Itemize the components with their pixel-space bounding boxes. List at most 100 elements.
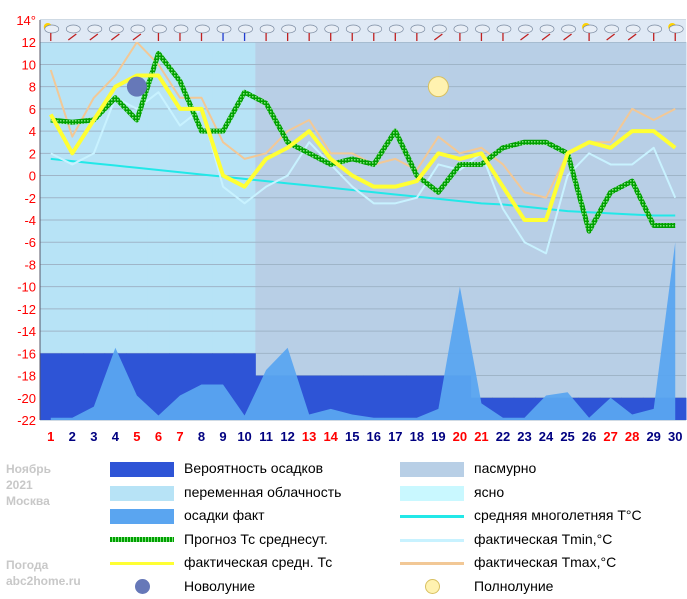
- x-tick-label: 14: [323, 429, 338, 444]
- precip-probability-day-6: [147, 353, 170, 420]
- x-tick-label: 6: [155, 429, 162, 444]
- cloud-icon: [65, 24, 81, 34]
- cloud-icon: [518, 24, 533, 34]
- cloud-icon: [152, 24, 167, 34]
- x-tick-label: 19: [431, 429, 445, 444]
- x-tick-label: 26: [582, 429, 596, 444]
- y-tick-label: -6: [24, 235, 36, 250]
- x-tick-label: 8: [198, 429, 205, 444]
- cloud-icon: [259, 24, 275, 34]
- legend-swatch: [110, 462, 174, 477]
- sky-background-day-18: [406, 42, 429, 420]
- sky-background-day-21: [470, 42, 493, 420]
- sky-background-day-13: [298, 42, 321, 420]
- arrow-ne-icon: [89, 33, 99, 41]
- cloud-icon: [195, 24, 210, 34]
- arrow-ne-icon: [520, 33, 529, 41]
- cloud-icon: [324, 24, 340, 34]
- temperature-chart: 14°121086420-2-4-6-8-10-12-14-16-18-20-2…: [16, 13, 687, 444]
- sky-background-day-2: [61, 42, 84, 420]
- sky-background-day-22: [492, 42, 515, 420]
- cloud-icon: [475, 24, 490, 34]
- sky-background-day-11: [255, 42, 278, 420]
- sky-background-day-17: [384, 42, 407, 420]
- x-tick-label: 17: [388, 429, 402, 444]
- y-tick-label: -22: [17, 413, 36, 428]
- x-tick-label: 18: [410, 429, 424, 444]
- arrow-ne-icon: [110, 33, 120, 41]
- y-tick-label: -10: [17, 280, 36, 295]
- sky-background-day-23: [513, 42, 536, 420]
- y-tick-label: -14: [17, 324, 36, 339]
- x-tick-label: 12: [280, 429, 294, 444]
- x-tick-label: 30: [668, 429, 682, 444]
- x-tick-label: 23: [517, 429, 531, 444]
- sky-background-day-8: [190, 42, 213, 420]
- legend-label: фактическая Tmin,°C: [474, 530, 613, 547]
- cloud-icon: [668, 24, 684, 34]
- legend-label: ясно: [474, 483, 505, 500]
- cloud-icon: [109, 24, 124, 34]
- y-tick-label: -2: [24, 191, 36, 206]
- cloud-icon: [216, 24, 232, 34]
- y-tick-label: -18: [17, 369, 36, 384]
- sky-background-day-27: [599, 42, 622, 420]
- cloud-icon: [87, 24, 103, 34]
- x-tick-label: 20: [453, 429, 467, 444]
- legend-label: фактическая средн. Тс: [184, 554, 333, 570]
- arrow-ne-icon: [606, 33, 616, 41]
- precip-probability-day-14: [319, 375, 342, 420]
- legend-label: осадки факт: [184, 507, 265, 523]
- legend-label: Полнолуние: [474, 577, 554, 594]
- sky-background-day-5: [126, 42, 149, 420]
- y-tick-label: 4: [29, 124, 36, 139]
- full-moon-icon: [427, 76, 449, 98]
- y-tick-label: -12: [17, 302, 36, 317]
- cloud-icon: [410, 24, 426, 34]
- sky-background-day-9: [212, 42, 235, 420]
- sky-background-day-16: [363, 42, 386, 420]
- cloud-icon: [173, 24, 189, 34]
- arrow-ne-icon: [67, 33, 77, 41]
- arrow-ne-icon: [541, 33, 551, 41]
- cloud-icon: [604, 24, 619, 34]
- y-tick-label: -8: [24, 257, 36, 272]
- cloud-icon: [582, 24, 598, 34]
- legend-swatch: [400, 485, 464, 501]
- sky-background-day-10: [233, 42, 256, 420]
- city-label: Москва: [6, 494, 50, 508]
- precip-probability-day-2: [61, 353, 84, 420]
- full-moon-icon: [425, 578, 440, 594]
- x-tick-label: 13: [302, 429, 316, 444]
- x-tick-label: 3: [90, 429, 97, 444]
- cloud-icon: [647, 24, 663, 34]
- cloud-icon: [388, 24, 404, 34]
- legend-swatch: [400, 515, 464, 518]
- x-tick-label: 7: [176, 429, 183, 444]
- x-tick-label: 29: [646, 429, 660, 444]
- legend-label: фактическая Tmax,°C: [474, 554, 617, 570]
- cloud-icon: [345, 24, 361, 34]
- x-tick-label: 1: [47, 429, 54, 444]
- sky-background-day-7: [169, 42, 192, 420]
- site-label: Погода: [6, 558, 49, 572]
- legend-label: средняя многолетняя T°C: [474, 507, 642, 523]
- sky-background-day-6: [147, 42, 170, 420]
- arrow-ne-icon: [433, 33, 443, 41]
- sky-background-day-14: [319, 42, 342, 420]
- legend-swatch: [110, 509, 174, 524]
- x-tick-label: 11: [259, 429, 273, 444]
- y-tick-label: 0: [29, 169, 36, 184]
- x-tick-label: 21: [474, 429, 488, 444]
- x-tick-label: 10: [237, 429, 251, 444]
- site-url: abc2home.ru: [6, 574, 81, 588]
- x-tick-label: 25: [560, 429, 574, 444]
- legend-label: Новолуние: [184, 577, 256, 594]
- cloud-icon: [44, 24, 60, 34]
- precip-probability-day-18: [406, 375, 429, 420]
- y-tick-label: 8: [29, 80, 36, 95]
- x-tick-label: 4: [112, 429, 120, 444]
- y-tick-label: -16: [17, 346, 36, 361]
- x-tick-label: 22: [496, 429, 510, 444]
